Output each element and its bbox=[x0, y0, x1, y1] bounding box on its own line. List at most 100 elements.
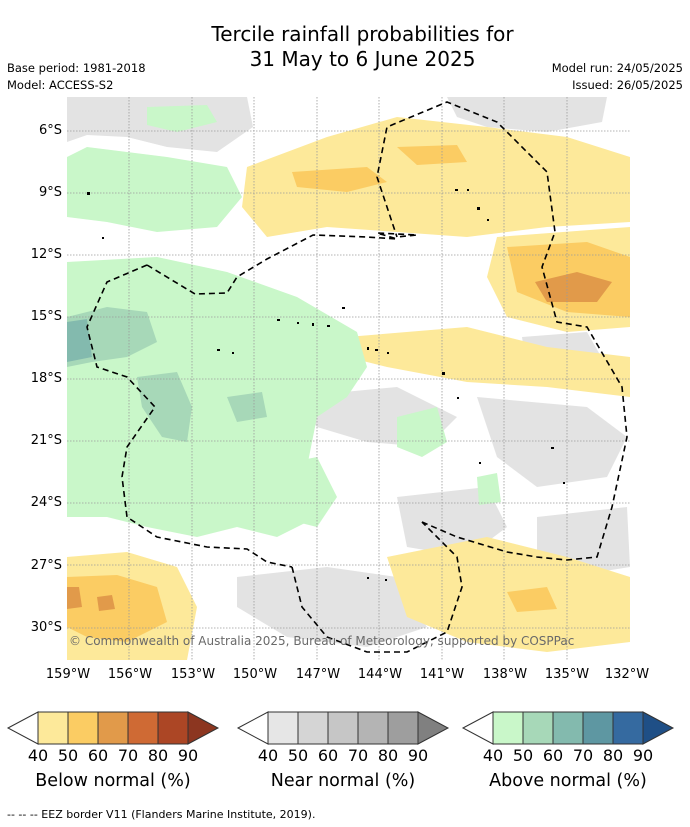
lon-tick-label: 156°W bbox=[107, 667, 153, 682]
near-region-south bbox=[237, 567, 427, 647]
near-region-center-east bbox=[477, 397, 627, 487]
below-region-north bbox=[242, 117, 630, 237]
eez-footer-note: -- -- -- EEZ border V11 (Flanders Marine… bbox=[7, 808, 316, 821]
above-region-west-mid-2 bbox=[137, 372, 192, 442]
map-panel: © Commonwealth of Australia 2025, Bureau… bbox=[67, 97, 630, 660]
lon-tick-label: 141°W bbox=[419, 667, 465, 682]
base-period: Base period: 1981-2018 bbox=[7, 61, 146, 75]
colorbar-segment bbox=[552, 711, 584, 745]
colorbar-tick: 70 bbox=[117, 746, 139, 765]
above-region-east-small bbox=[477, 473, 501, 505]
below-region-east-mid bbox=[347, 327, 630, 397]
colorbar-tick: 50 bbox=[57, 746, 79, 765]
lon-tick-label: 132°W bbox=[604, 667, 650, 682]
colorbar-high-extend bbox=[187, 711, 220, 745]
near-region-n bbox=[447, 97, 607, 132]
colorbar-segment bbox=[157, 711, 189, 745]
colorbar-segment bbox=[67, 711, 99, 745]
colorbar-tick: 40 bbox=[27, 746, 49, 765]
colorbar-tick: 80 bbox=[147, 746, 169, 765]
colorbar-high-extend bbox=[417, 711, 450, 745]
lat-tick-label: 12°S bbox=[30, 247, 62, 262]
colorbar-tick: 50 bbox=[512, 746, 534, 765]
above-region-west-dark bbox=[67, 319, 92, 362]
colorbar-segment bbox=[612, 711, 644, 745]
eez-border-polynesia bbox=[376, 101, 628, 561]
colorbar-tick: 50 bbox=[287, 746, 309, 765]
colorbar-segment bbox=[127, 711, 159, 745]
colorbars bbox=[6, 711, 675, 745]
below-region-north-dark-2 bbox=[397, 145, 467, 165]
title-line-2: 31 May to 6 June 2025 bbox=[249, 47, 476, 71]
colorbar-title-near: Near normal (%) bbox=[270, 771, 416, 791]
below-region-southwest-darker bbox=[67, 587, 82, 609]
lat-tick-label: 15°S bbox=[30, 309, 62, 324]
eez-border-west bbox=[86, 264, 293, 568]
above-region-north-small bbox=[147, 105, 217, 132]
colorbar-tick: 40 bbox=[482, 746, 504, 765]
issued-date: Issued: 26/05/2025 bbox=[572, 78, 683, 92]
colorbar-high-extend bbox=[642, 711, 675, 745]
colorbar-tick: 60 bbox=[87, 746, 109, 765]
lat-tick-label: 24°S bbox=[30, 495, 62, 510]
colorbar-segment bbox=[522, 711, 554, 745]
colorbar-segment bbox=[297, 711, 329, 745]
colorbar-tick: 90 bbox=[632, 746, 654, 765]
colorbar-segment bbox=[327, 711, 359, 745]
lon-tick-label: 144°W bbox=[357, 667, 403, 682]
colorbar-segment bbox=[582, 711, 614, 745]
lat-tick-label: 6°S bbox=[38, 123, 62, 138]
colorbar-above bbox=[461, 711, 675, 745]
colorbar-segment bbox=[492, 711, 524, 745]
colorbar-tick: 90 bbox=[407, 746, 429, 765]
probability-map bbox=[67, 97, 630, 660]
below-region-southwest-dark bbox=[67, 575, 167, 642]
lon-tick-label: 147°W bbox=[295, 667, 341, 682]
colorbar-segment bbox=[267, 711, 299, 745]
map-title: Tercile rainfall probabilities for 31 Ma… bbox=[0, 22, 690, 72]
colorbar-tick: 70 bbox=[347, 746, 369, 765]
colorbar-tick: 60 bbox=[317, 746, 339, 765]
lon-tick-label: 150°W bbox=[232, 667, 278, 682]
copyright-credit: © Commonwealth of Australia 2025, Bureau… bbox=[69, 634, 575, 648]
lat-tick-label: 18°S bbox=[30, 371, 62, 386]
colorbar-tick: 60 bbox=[542, 746, 564, 765]
above-region-center bbox=[227, 392, 267, 422]
colorbar-tick: 80 bbox=[602, 746, 624, 765]
lon-tick-label: 138°W bbox=[482, 667, 528, 682]
lon-tick-label: 135°W bbox=[544, 667, 590, 682]
colorbar-tick: 40 bbox=[257, 746, 279, 765]
below-normal-regions bbox=[67, 117, 630, 660]
islands bbox=[87, 189, 565, 581]
below-region-east-darker bbox=[535, 272, 612, 302]
colorbar-segment bbox=[37, 711, 69, 745]
above-region-south-tongue bbox=[267, 457, 337, 527]
lat-tick-label: 9°S bbox=[38, 185, 62, 200]
model-name: Model: ACCESS-S2 bbox=[7, 78, 114, 92]
eez-borders bbox=[86, 101, 628, 653]
colorbar-tick: 70 bbox=[572, 746, 594, 765]
colorbar-title-above: Above normal (%) bbox=[489, 771, 647, 791]
colorbar-segment bbox=[357, 711, 389, 745]
meta-right: Model run: 24/05/2025 Issued: 26/05/2025 bbox=[552, 60, 683, 94]
colorbar-below bbox=[6, 711, 220, 745]
meta-left: Base period: 1981-2018 Model: ACCESS-S2 bbox=[7, 60, 146, 94]
lat-tick-label: 21°S bbox=[30, 433, 62, 448]
lat-tick-label: 30°S bbox=[30, 620, 62, 635]
colorbar-near bbox=[236, 711, 450, 745]
colorbar-tick: 80 bbox=[377, 746, 399, 765]
above-region-east-blob bbox=[397, 407, 447, 457]
below-region-south-dark bbox=[507, 587, 557, 612]
colorbar-title-below: Below normal (%) bbox=[35, 771, 191, 791]
colorbar-tick: 90 bbox=[177, 746, 199, 765]
lat-tick-label: 27°S bbox=[30, 558, 62, 573]
eez-border-south bbox=[291, 521, 463, 653]
below-region-southwest-darker-2 bbox=[97, 595, 115, 611]
colorbar-low-extend bbox=[461, 711, 494, 745]
above-region-nw bbox=[67, 147, 242, 232]
above-normal-regions bbox=[67, 105, 501, 537]
colorbar-low-extend bbox=[6, 711, 39, 745]
below-region-north-dark bbox=[292, 167, 387, 192]
eez-border-cook-islands bbox=[146, 232, 418, 295]
gridlines bbox=[67, 97, 630, 660]
